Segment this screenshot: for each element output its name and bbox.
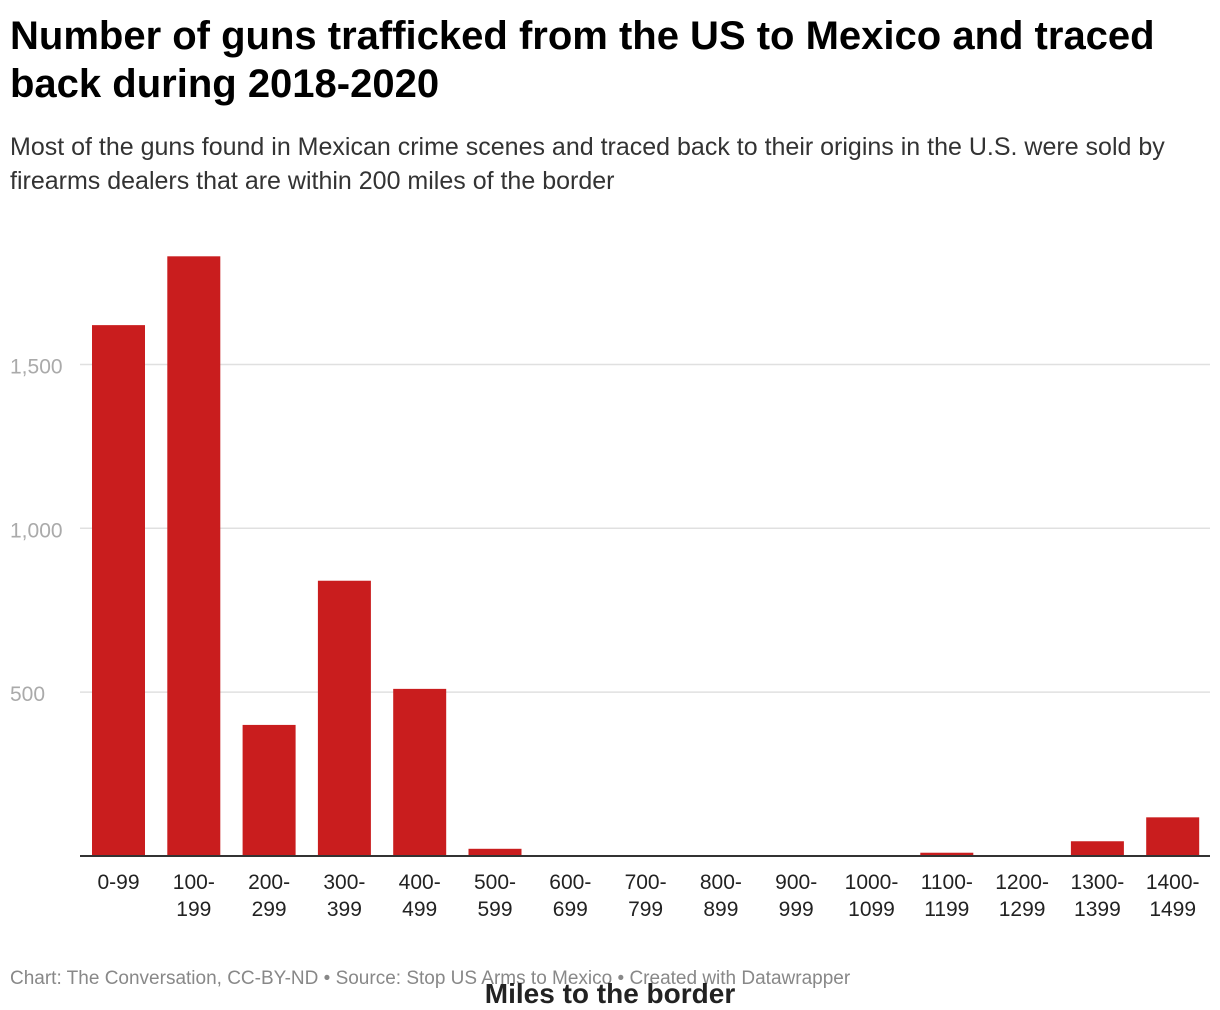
x-tick-label: 1100-1199 xyxy=(921,871,973,921)
footer-separator: • xyxy=(617,968,625,989)
bar xyxy=(1070,841,1124,856)
credit-text: Chart: The Conversation, CC-BY-ND xyxy=(10,968,319,989)
chart-subtitle: Most of the guns found in Mexican crime … xyxy=(10,133,1165,195)
bar xyxy=(317,580,371,856)
x-tick-label: 500-599 xyxy=(474,871,516,921)
bar xyxy=(468,848,522,856)
x-tick-label: 900-999 xyxy=(775,871,817,921)
chart-footer: Chart: The Conversation, CC-BY-ND • Sour… xyxy=(10,968,850,990)
x-tick-label: 1000-1099 xyxy=(845,871,899,921)
chart-title: Number of guns trafficked from the US to… xyxy=(10,14,1155,106)
x-tick-label: 1400-1499 xyxy=(1146,871,1200,921)
x-tick-label: 400-499 xyxy=(399,871,441,921)
bar xyxy=(167,256,221,857)
bars xyxy=(92,256,1200,857)
y-tick-label: 1,000 xyxy=(10,519,63,542)
x-axis-title: Miles to the border xyxy=(484,978,736,1009)
x-tick-label: 600-699 xyxy=(549,871,591,921)
x-tick-label: 300-399 xyxy=(323,871,365,921)
y-tick-label: 1,500 xyxy=(10,355,63,378)
x-tick-label: 1200-1299 xyxy=(995,871,1049,921)
x-tick-label: 200-299 xyxy=(248,871,290,921)
x-tick-label: 800-899 xyxy=(700,871,742,921)
x-tick-label: 1300-1399 xyxy=(1071,871,1125,921)
x-tick-label: 0-99 xyxy=(97,871,139,894)
bar xyxy=(920,852,974,856)
y-tick-label: 500 xyxy=(10,683,45,706)
x-tick-label: 700-799 xyxy=(625,871,667,921)
source-text: Source: Stop US Arms to Mexico xyxy=(335,968,613,989)
x-tick-label: 100-199 xyxy=(173,871,215,921)
bar xyxy=(92,325,145,857)
bar xyxy=(242,724,296,856)
footer-separator: • xyxy=(323,968,331,989)
axes: 500 1,000 1,500 0-99 100-199 200-299 300-399 40… xyxy=(10,355,1210,921)
gridlines xyxy=(80,363,1210,693)
bar xyxy=(393,688,447,856)
bar xyxy=(1146,817,1200,856)
tool-text: Created with Datawrapper xyxy=(629,968,851,989)
